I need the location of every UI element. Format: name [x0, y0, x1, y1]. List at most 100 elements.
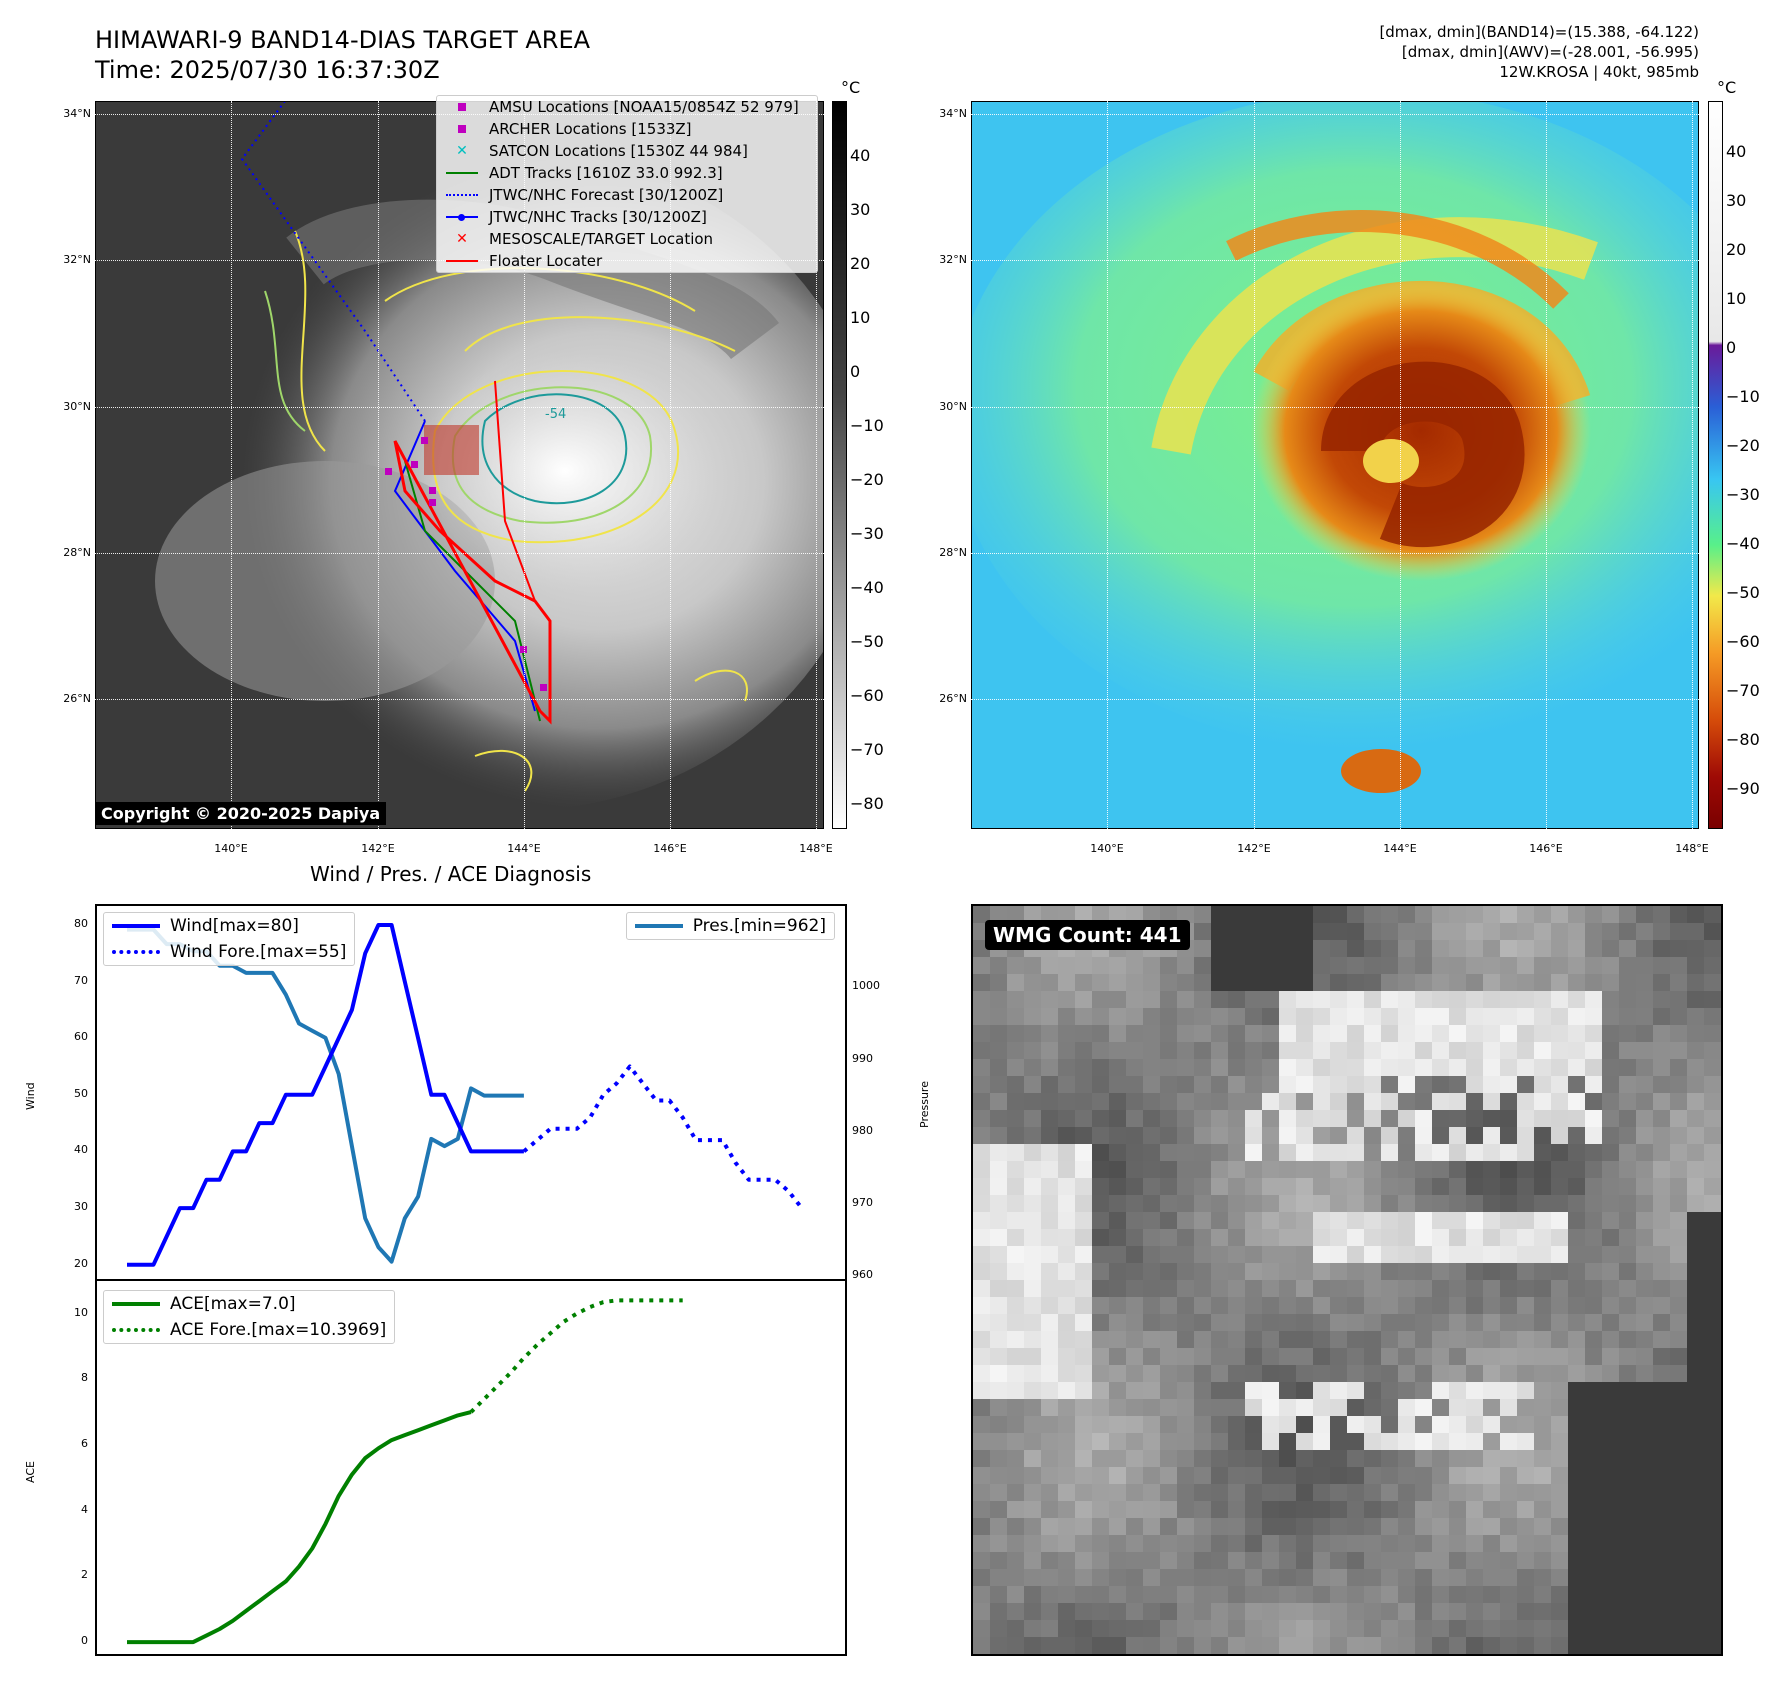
wmg-cell: [1466, 1331, 1484, 1349]
wmg-cell: [1619, 1620, 1637, 1638]
wmg-cell: [1670, 1535, 1688, 1553]
wmg-cell: [1075, 1042, 1093, 1060]
wmg-cell: [1704, 1450, 1721, 1468]
wmg-cell: [1160, 1263, 1178, 1281]
wmg-cell: [1687, 1042, 1705, 1060]
wmg-cell: [1262, 1382, 1280, 1400]
wmg-cell: [1517, 1229, 1535, 1247]
wmg-cell: [1551, 906, 1569, 924]
wmg-cell: [1585, 1467, 1603, 1485]
wmg-cell: [1432, 1637, 1450, 1654]
wmg-cell: [1449, 1144, 1467, 1162]
wmg-cell: [1194, 1569, 1212, 1587]
wmg-cell: [1534, 1263, 1552, 1281]
wmg-cell: [1313, 1110, 1331, 1128]
wmg-cell: [1245, 1263, 1263, 1281]
wmg-cell: [1330, 1399, 1348, 1417]
wmg-cell: [1619, 1535, 1637, 1553]
wmg-cell: [1636, 1382, 1654, 1400]
wmg-cell: [1126, 1620, 1144, 1638]
line-with-dot-icon: [443, 210, 481, 224]
wmg-cell: [1483, 1059, 1501, 1077]
wmg-cell: [1636, 1263, 1654, 1281]
wmg-cell: [1432, 991, 1450, 1009]
wmg-cell: [1330, 1348, 1348, 1366]
wmg-cell: [1211, 1467, 1229, 1485]
wmg-cell: [1466, 1637, 1484, 1654]
wmg-cell: [1296, 1552, 1314, 1570]
wmg-cell: [1687, 1569, 1705, 1587]
lat-gridline: [95, 699, 824, 700]
wmg-cell: [1483, 1569, 1501, 1587]
wmg-cell: [1279, 1348, 1297, 1366]
wmg-cell: [1398, 1484, 1416, 1502]
wmg-cell: [1194, 1399, 1212, 1417]
wmg-cell: [1432, 1365, 1450, 1383]
wmg-cell: [1687, 1025, 1705, 1043]
wmg-cell: [1483, 1518, 1501, 1536]
wmg-cell: [1126, 1161, 1144, 1179]
wmg-cell: [1279, 1161, 1297, 1179]
legend-label: JTWC/NHC Forecast [30/1200Z]: [489, 186, 724, 204]
wmg-cell: [1619, 1552, 1637, 1570]
wmg-cell: [1653, 1484, 1671, 1502]
wmg-count-badge: WMG Count: 441: [985, 920, 1190, 950]
wmg-cell: [1704, 1535, 1721, 1553]
wmg-cell: [1092, 1195, 1110, 1213]
wmg-cell: [1398, 1314, 1416, 1332]
wmg-cell: [1449, 1569, 1467, 1587]
wmg-cell: [1432, 923, 1450, 941]
wmg-cell: [1687, 1314, 1705, 1332]
wmg-cell: [1024, 1127, 1042, 1145]
wmg-cell: [1568, 1263, 1586, 1281]
wmg-cell: [1177, 1008, 1195, 1026]
wmg-cell: [1041, 974, 1059, 992]
wmg-cell: [1381, 1178, 1399, 1196]
wmg-cell: [1279, 1025, 1297, 1043]
wmg-cell: [1398, 1297, 1416, 1315]
wmg-cell: [1466, 1144, 1484, 1162]
wmg-cell: [1500, 1365, 1518, 1383]
wmg-cell: [1483, 957, 1501, 975]
info-awv: [dmax, dmin](AWV)=(-28.001, -56.995): [1401, 43, 1699, 61]
wmg-cell: [1415, 1093, 1433, 1111]
wmg-cell: [1619, 1229, 1637, 1247]
wmg-cell: [1228, 940, 1246, 958]
wmg-cell: [1075, 1195, 1093, 1213]
wmg-cell: [1092, 1433, 1110, 1451]
wmg-cell: [1381, 923, 1399, 941]
wmg-cell: [1024, 1178, 1042, 1196]
wmg-cell: [1262, 1484, 1280, 1502]
wmg-cell: [1415, 1042, 1433, 1060]
wmg-cell: [1500, 1348, 1518, 1366]
wmg-cell: [1262, 1467, 1280, 1485]
wmg-cell: [1551, 1127, 1569, 1145]
wmg-cell: [1415, 1127, 1433, 1145]
wmg-cell: [1449, 1008, 1467, 1026]
wmg-cell: [1364, 1246, 1382, 1264]
wmg-cell: [1551, 1620, 1569, 1638]
wmg-cell: [1041, 1450, 1059, 1468]
wmg-cell: [1024, 991, 1042, 1009]
wmg-cell: [1245, 1535, 1263, 1553]
wmg-cell: [1432, 1433, 1450, 1451]
wmg-cell: [1058, 1229, 1076, 1247]
wmg-cell: [1313, 1450, 1331, 1468]
wmg-cell: [1330, 1042, 1348, 1060]
wmg-cell: [1687, 1637, 1705, 1654]
wmg-cell: [1602, 1450, 1620, 1468]
wmg-cell: [1245, 1042, 1263, 1060]
wmg-cell: [1500, 1586, 1518, 1604]
wmg-cell: [1245, 1365, 1263, 1383]
wmg-cell: [1704, 1161, 1721, 1179]
wmg-cell: [1126, 1331, 1144, 1349]
wmg-cell: [1704, 1263, 1721, 1281]
wmg-cell: [1109, 1212, 1127, 1230]
wmg-cell: [1449, 1059, 1467, 1077]
wmg-cell: [1245, 1586, 1263, 1604]
lon-tick-label: 140°E: [214, 842, 248, 855]
wmg-cell: [1160, 1501, 1178, 1519]
wmg-cell: [1602, 1280, 1620, 1298]
wmg-cell: [1636, 957, 1654, 975]
wmg-cell: [1585, 1637, 1603, 1654]
